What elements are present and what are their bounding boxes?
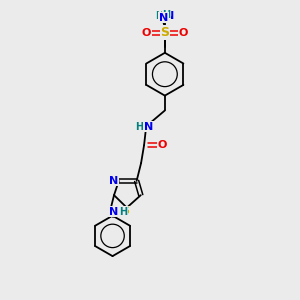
Text: N: N: [144, 122, 153, 132]
Text: N: N: [109, 206, 118, 217]
Text: O: O: [142, 28, 151, 38]
Text: N: N: [159, 13, 168, 23]
Text: H: H: [155, 11, 164, 21]
Text: N: N: [109, 176, 118, 186]
Text: O: O: [158, 140, 167, 150]
Text: N: N: [165, 11, 174, 21]
Text: H: H: [119, 206, 127, 217]
Text: O: O: [178, 28, 188, 38]
Text: S: S: [121, 206, 129, 216]
Text: H: H: [135, 122, 143, 132]
Text: S: S: [160, 26, 169, 39]
Text: H: H: [162, 10, 170, 20]
